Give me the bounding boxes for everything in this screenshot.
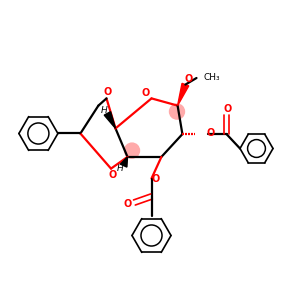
Text: O: O xyxy=(224,104,232,114)
Polygon shape xyxy=(178,83,189,106)
Text: O: O xyxy=(104,87,112,97)
Text: O: O xyxy=(124,199,132,209)
Text: H: H xyxy=(101,106,108,115)
Circle shape xyxy=(124,143,140,158)
Text: O: O xyxy=(152,174,160,184)
Polygon shape xyxy=(120,157,128,167)
Text: O: O xyxy=(142,88,150,98)
Text: O: O xyxy=(207,128,215,138)
Text: O: O xyxy=(108,170,117,180)
Text: CH₃: CH₃ xyxy=(203,73,220,82)
Circle shape xyxy=(169,104,184,119)
Polygon shape xyxy=(104,112,116,128)
Text: O: O xyxy=(184,74,193,84)
Text: H: H xyxy=(117,164,124,173)
